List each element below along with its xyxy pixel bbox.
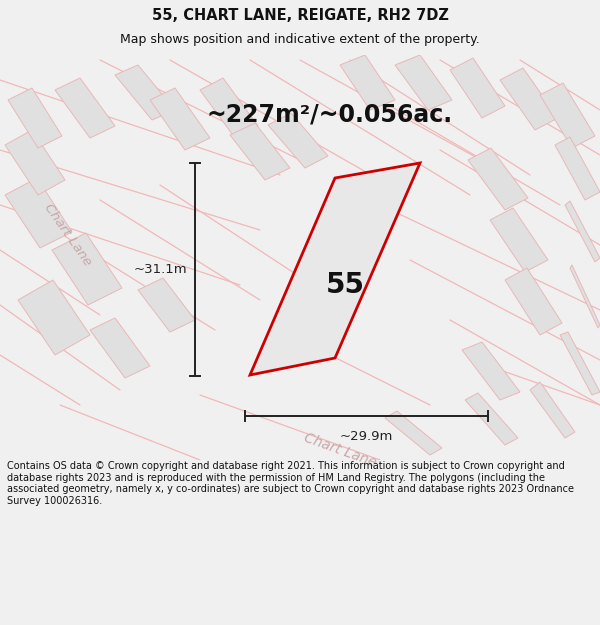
Text: Chart Lane: Chart Lane — [302, 431, 378, 469]
Polygon shape — [570, 265, 600, 328]
Polygon shape — [5, 130, 65, 195]
Polygon shape — [505, 268, 562, 335]
Polygon shape — [268, 113, 328, 168]
Polygon shape — [52, 233, 122, 305]
Polygon shape — [468, 148, 528, 210]
Polygon shape — [450, 58, 505, 118]
Text: 55: 55 — [325, 271, 365, 299]
Polygon shape — [490, 208, 548, 272]
Polygon shape — [530, 382, 575, 438]
Text: ~29.9m: ~29.9m — [340, 430, 393, 443]
Polygon shape — [115, 65, 175, 120]
Polygon shape — [540, 83, 595, 148]
Polygon shape — [5, 178, 72, 248]
Polygon shape — [340, 55, 395, 110]
Text: ~227m²/~0.056ac.: ~227m²/~0.056ac. — [207, 103, 453, 127]
Text: Chart Lane: Chart Lane — [42, 201, 94, 269]
Polygon shape — [150, 88, 210, 150]
Polygon shape — [500, 68, 558, 130]
Polygon shape — [200, 78, 258, 138]
Polygon shape — [462, 342, 520, 400]
Polygon shape — [55, 78, 115, 138]
Text: Contains OS data © Crown copyright and database right 2021. This information is : Contains OS data © Crown copyright and d… — [7, 461, 574, 506]
Polygon shape — [385, 411, 442, 455]
Polygon shape — [250, 163, 420, 375]
Polygon shape — [8, 88, 62, 148]
Polygon shape — [18, 280, 90, 355]
Polygon shape — [138, 278, 195, 332]
Polygon shape — [90, 318, 150, 378]
Polygon shape — [465, 393, 518, 445]
Text: 55, CHART LANE, REIGATE, RH2 7DZ: 55, CHART LANE, REIGATE, RH2 7DZ — [152, 8, 448, 23]
Polygon shape — [565, 201, 600, 262]
Text: Map shows position and indicative extent of the property.: Map shows position and indicative extent… — [120, 33, 480, 46]
Polygon shape — [555, 137, 600, 200]
Polygon shape — [395, 55, 452, 110]
Polygon shape — [230, 123, 290, 180]
Text: ~31.1m: ~31.1m — [133, 263, 187, 276]
Polygon shape — [560, 332, 600, 395]
